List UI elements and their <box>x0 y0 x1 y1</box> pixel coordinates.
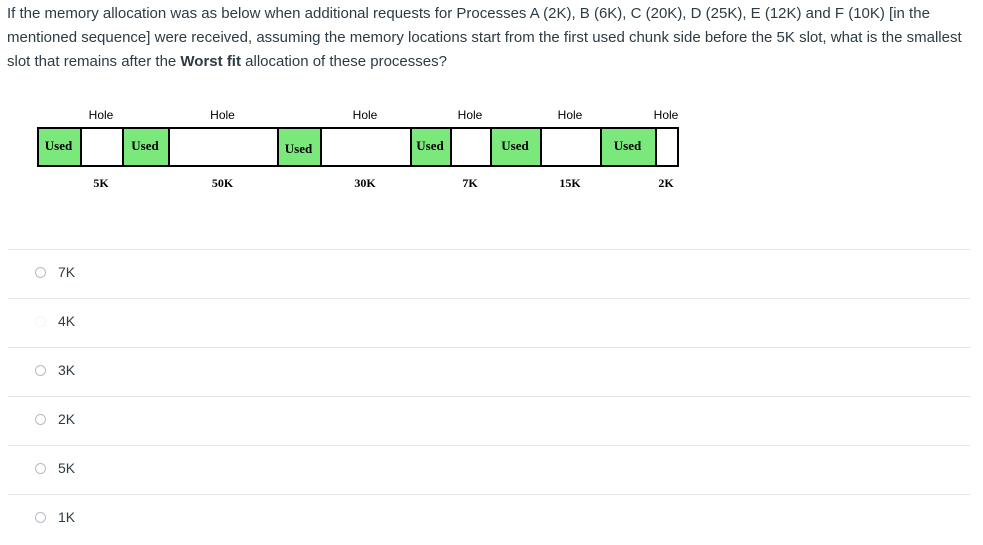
separator <box>8 249 970 250</box>
question-text: If the memory allocation was as below wh… <box>7 5 962 70</box>
hole-block <box>320 127 412 167</box>
used-label: Used <box>613 138 642 153</box>
used-label: Used <box>284 141 313 156</box>
question-text: allocation of these processes? <box>245 53 447 70</box>
hole-size: 2K <box>658 176 674 190</box>
option-label[interactable]: 5K <box>58 460 76 476</box>
memory-diagram: Used Hole 5K Used Hole 50K Used Hole 30K Used Hole… <box>0 100 700 200</box>
hole-block <box>655 127 679 167</box>
option-label[interactable]: 4K <box>58 313 76 329</box>
used-label: Used <box>501 138 529 153</box>
hole-block <box>450 127 492 167</box>
hole-label: Hole <box>88 108 114 122</box>
separator <box>8 396 970 397</box>
question: If the memory allocation was as below wh… <box>7 2 972 74</box>
hole-size: 50K <box>211 176 234 190</box>
used-block <box>37 127 82 167</box>
radio-button[interactable] <box>35 267 46 278</box>
radio-button[interactable] <box>35 316 46 327</box>
hole-label: Hole <box>210 108 235 122</box>
hole-size: 15K <box>559 176 581 190</box>
separator <box>8 298 970 299</box>
used-block <box>122 127 170 167</box>
separator <box>8 445 970 446</box>
hole-block <box>540 127 602 167</box>
hole-block <box>80 127 124 167</box>
used-label: Used <box>131 138 159 153</box>
used-block <box>277 127 322 167</box>
radio-button[interactable] <box>35 414 46 425</box>
option-label[interactable]: 3K <box>58 362 76 378</box>
option-label[interactable]: 1K <box>58 509 76 525</box>
option-label[interactable]: 7K <box>58 264 76 280</box>
hole-label: Hole <box>653 108 679 122</box>
hole-label: Hole <box>352 108 378 122</box>
option-label[interactable]: 2K <box>58 411 76 427</box>
separator <box>8 347 970 348</box>
hole-size: 30K <box>354 176 376 190</box>
used-block <box>490 127 542 167</box>
hole-label: Hole <box>457 108 483 122</box>
hole-size: 7K <box>462 176 478 190</box>
used-label: Used <box>416 138 444 153</box>
used-label: Used <box>44 138 73 153</box>
hole-size: 5K <box>93 176 109 190</box>
radio-button[interactable] <box>35 365 46 376</box>
radio-button[interactable] <box>35 463 46 474</box>
hole-label: Hole <box>557 108 583 122</box>
hole-block <box>168 127 279 167</box>
radio-button[interactable] <box>35 512 46 523</box>
used-block <box>600 127 657 167</box>
question-emphasis: Worst fit <box>180 53 241 70</box>
separator <box>8 494 970 495</box>
